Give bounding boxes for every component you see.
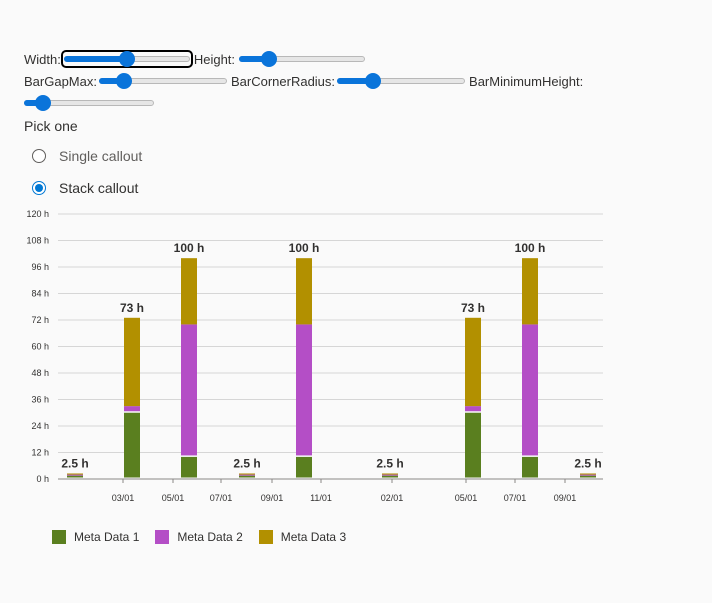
legend-label-meta-data-3: Meta Data 3 (280, 530, 347, 544)
legend-item-meta-data-1[interactable]: Meta Data 1 (52, 530, 139, 544)
height-slider[interactable] (239, 51, 366, 67)
bar-segment (181, 324, 197, 456)
bar-segment (465, 406, 481, 412)
y-tick-label: 60 h (31, 342, 49, 352)
controls-panel: Width: Height: BarGapMax: BarCornerRadiu… (24, 48, 704, 114)
x-tick-label: 09/01 (554, 493, 577, 503)
bar-total-label: 2.5 h (574, 456, 601, 470)
y-tick-label: 72 h (31, 315, 49, 325)
x-tick-label: 05/01 (455, 493, 478, 503)
bar-segment (382, 474, 398, 476)
barcornerradius-slider-thumb[interactable] (365, 73, 382, 89)
barminimumheight-label: BarMinimumHeight: (469, 73, 584, 89)
controls-row-2: BarGapMax: BarCornerRadius: BarMinimumHe… (24, 70, 704, 92)
bar-total-label: 100 h (174, 241, 205, 255)
width-label: Width: (24, 51, 61, 67)
bargapmax-label: BarGapMax: (24, 73, 97, 89)
legend-swatch-meta-data-1 (52, 530, 66, 544)
bar-segment (296, 324, 312, 456)
bar-segment (67, 473, 83, 475)
legend-label-meta-data-2: Meta Data 2 (177, 530, 243, 544)
height-label: Height: (193, 51, 236, 67)
x-tick-label: 05/01 (162, 493, 185, 503)
bargapmax-slider[interactable] (98, 73, 227, 89)
radio-single-callout[interactable]: Single callout (32, 148, 142, 164)
bar-total-label: 73 h (461, 301, 485, 315)
bar-total-label: 100 h (515, 241, 546, 255)
bar-segment (522, 324, 538, 456)
y-tick-label: 108 h (26, 236, 49, 246)
bar-segment (580, 473, 596, 475)
barcornerradius-label: BarCornerRadius: (230, 73, 336, 89)
radio-stack-callout-circle[interactable] (32, 181, 46, 195)
legend-item-meta-data-3[interactable]: Meta Data 3 (258, 530, 347, 544)
barminimumheight-slider[interactable] (24, 95, 154, 111)
bar-segment (124, 317, 140, 407)
x-tick-label: 02/01 (381, 493, 404, 503)
y-tick-label: 12 h (31, 448, 49, 458)
y-tick-label: 84 h (31, 289, 49, 299)
legend-item-meta-data-2[interactable]: Meta Data 2 (155, 530, 243, 544)
legend-swatch-meta-data-2 (155, 530, 170, 544)
bar-segment (296, 456, 312, 478)
bar-segment (465, 412, 481, 478)
bar-segment (522, 456, 538, 478)
bar-total-label: 2.5 h (233, 456, 260, 470)
radio-stack-callout-label: Stack callout (59, 180, 139, 196)
radio-single-callout-label: Single callout (59, 148, 143, 164)
bar-segment (239, 475, 255, 478)
bar-segment (296, 258, 312, 325)
controls-row-3 (24, 92, 704, 114)
radio-stack-callout[interactable]: Stack callout (32, 180, 138, 196)
x-tick-label: 07/01 (210, 493, 233, 503)
bar-total-label: 73 h (120, 301, 144, 315)
y-tick-label: 24 h (31, 421, 49, 431)
x-tick-label: 11/01 (310, 493, 332, 503)
height-slider-thumb[interactable] (261, 51, 278, 67)
barminimumheight-slider-thumb[interactable] (35, 95, 52, 111)
stacked-bar-chart: 0 h 12 h 24 h 36 h 48 h 60 h 72 h 84 h 96 h 108 h… (26, 209, 603, 503)
legend-label-meta-data-1: Meta Data 1 (74, 530, 140, 544)
chart-legend: Meta Data 1 Meta Data 2 Meta Data 3 (52, 530, 362, 544)
y-tick-label: 48 h (31, 368, 49, 378)
radio-group-label: Pick one (24, 118, 78, 134)
x-tick-label: 03/01 (112, 493, 135, 503)
controls-row-1: Width: Height: (24, 48, 704, 70)
bar-total-label: 2.5 h (61, 456, 88, 470)
bargapmax-slider-thumb[interactable] (115, 73, 132, 89)
x-tick-label: 09/01 (261, 493, 284, 503)
bar-segment (580, 475, 596, 478)
width-slider-thumb[interactable] (118, 51, 135, 67)
bar-segment (67, 475, 83, 478)
x-tick-label: 07/01 (504, 493, 527, 503)
bar-segment (382, 473, 398, 475)
y-tick-label: 0 h (36, 474, 49, 484)
bar-segment (124, 412, 140, 478)
bar-segment (382, 475, 398, 478)
bar-segment (522, 258, 538, 325)
radio-single-callout-circle[interactable] (32, 149, 46, 163)
y-tick-label: 36 h (31, 395, 49, 405)
bar-segment (67, 474, 83, 476)
barcornerradius-slider[interactable] (337, 73, 466, 89)
bar-segment (239, 473, 255, 475)
bar-total-label: 2.5 h (376, 456, 403, 470)
bar-total-label: 100 h (289, 241, 320, 255)
bar-segment (181, 456, 197, 478)
bar-segment (239, 474, 255, 476)
y-tick-label: 120 h (26, 209, 49, 219)
bar-segment (124, 406, 140, 412)
legend-swatch-meta-data-3 (258, 530, 273, 544)
width-slider[interactable] (60, 50, 193, 68)
y-tick-label: 96 h (31, 262, 49, 272)
bar-segment (580, 474, 596, 476)
bar-segment (465, 317, 481, 407)
bar-segment (181, 258, 197, 325)
